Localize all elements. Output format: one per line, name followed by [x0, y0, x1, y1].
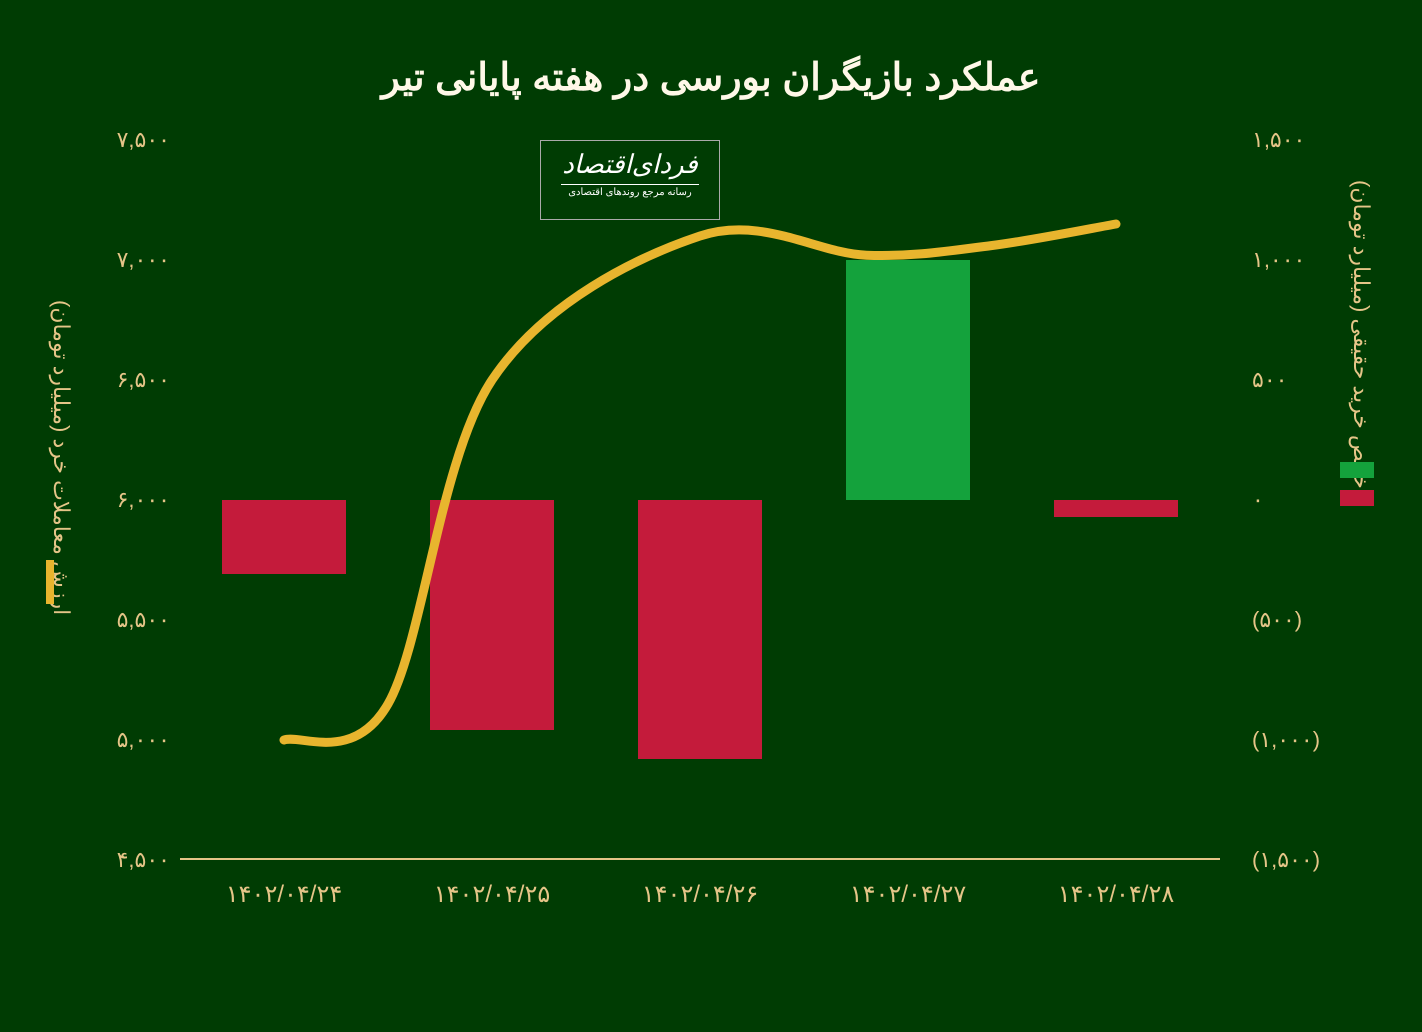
legend-line-marker [46, 560, 54, 604]
y-left-tick-labels: ۴,۵۰۰۵,۰۰۰۵,۵۰۰۶,۰۰۰۶,۵۰۰۷,۰۰۰۷,۵۰۰ [90, 140, 170, 860]
y-right-tick: (۱,۵۰۰) [1252, 847, 1320, 873]
y-left-tick: ۵,۰۰۰ [117, 727, 170, 753]
x-tick-label: ۱۴۰۲/۰۴/۲۸ [1058, 880, 1174, 909]
y-right-tick: (۱,۰۰۰) [1252, 727, 1320, 753]
y-right-tick: ۱,۵۰۰ [1252, 127, 1305, 153]
x-tick-labels: ۱۴۰۲/۰۴/۲۴ ۱۴۰۲/۰۴/۲۵ ۱۴۰۲/۰۴/۲۶ ۱۴۰۲/۰۴/۲۷… [180, 880, 1220, 920]
y-left-tick: ۷,۰۰۰ [117, 247, 170, 273]
line-series [180, 140, 1220, 860]
chart-title: عملکرد بازیگران بورسی در هفته پایانی تیر [0, 0, 1422, 100]
x-tick-label: ۱۴۰۲/۰۴/۲۷ [850, 880, 966, 909]
y-right-tick: ۰ [1252, 487, 1264, 513]
chart-plot-area [180, 140, 1220, 860]
legend-bar-positive [1340, 462, 1374, 478]
line-path [284, 224, 1116, 742]
y-right-axis-title: خالص خرید حقیقی (میلیارد تومان) [1348, 180, 1374, 489]
x-tick-label: ۱۴۰۲/۰۴/۲۵ [434, 880, 550, 909]
y-left-tick: ۶,۵۰۰ [117, 367, 170, 393]
y-left-tick: ۴,۵۰۰ [117, 847, 170, 873]
y-right-tick: ۵۰۰ [1252, 367, 1287, 393]
x-tick-label: ۱۴۰۲/۰۴/۲۶ [642, 880, 758, 909]
x-tick-label: ۱۴۰۲/۰۴/۲۴ [226, 880, 342, 909]
y-right-tick: (۵۰۰) [1252, 607, 1302, 633]
y-right-tick-labels: (۱,۵۰۰)(۱,۰۰۰)(۵۰۰)۰۵۰۰۱,۰۰۰۱,۵۰۰ [1252, 140, 1332, 860]
y-left-tick: ۷,۵۰۰ [117, 127, 170, 153]
legend-bar-negative [1340, 490, 1374, 506]
y-left-tick: ۵,۵۰۰ [117, 607, 170, 633]
y-left-tick: ۶,۰۰۰ [117, 487, 170, 513]
y-right-tick: ۱,۰۰۰ [1252, 247, 1305, 273]
